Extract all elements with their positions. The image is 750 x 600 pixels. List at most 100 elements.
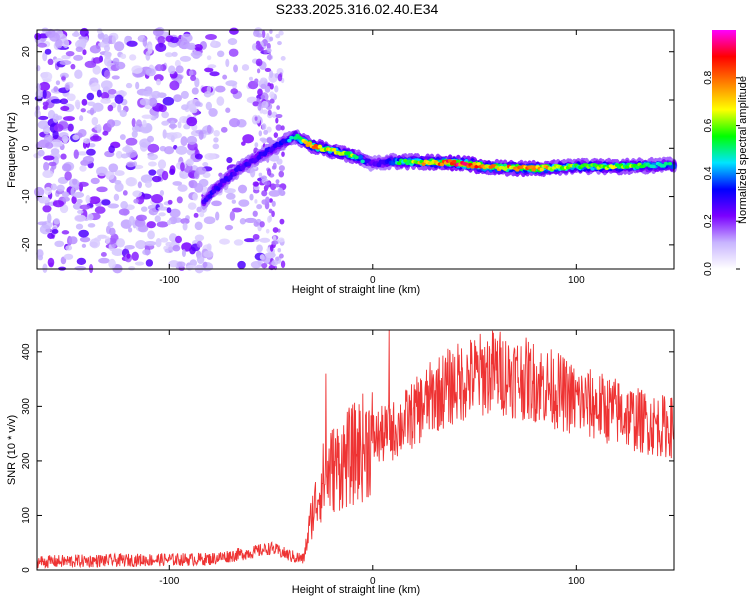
noise-blob bbox=[88, 143, 96, 148]
noise-blob bbox=[108, 145, 115, 154]
noise-blob bbox=[190, 51, 203, 58]
snr-x-label: Height of straight line (km) bbox=[292, 584, 420, 596]
colorbar-ticks: 0.0 0.2 0.4 0.6 0.8 bbox=[703, 70, 740, 276]
noise-blob bbox=[45, 142, 54, 149]
noise-blob bbox=[34, 32, 42, 41]
noise-blob bbox=[146, 135, 154, 143]
noise-blob bbox=[248, 76, 253, 81]
spectrogram-x-label: Height of straight line (km) bbox=[292, 284, 420, 296]
noise-blob bbox=[87, 223, 96, 228]
noise-blob bbox=[103, 56, 112, 67]
ridge-cell bbox=[346, 151, 351, 155]
noise-blob bbox=[90, 135, 102, 142]
noise-blob bbox=[60, 105, 70, 112]
noise-blob bbox=[120, 153, 129, 159]
noise-blob bbox=[74, 99, 81, 109]
noise-blob bbox=[274, 73, 279, 79]
noise-blob bbox=[193, 212, 199, 218]
noise-blob bbox=[261, 190, 268, 197]
noise-blob bbox=[74, 266, 87, 271]
noise-blob bbox=[145, 68, 156, 77]
ridge-cell bbox=[421, 162, 426, 166]
y-tick-label: -10 bbox=[21, 189, 32, 204]
ridge-cell bbox=[397, 161, 402, 166]
noise-blob bbox=[83, 138, 91, 144]
noise-blob bbox=[43, 125, 51, 135]
noise-blob bbox=[250, 261, 262, 269]
noise-blob bbox=[216, 50, 225, 58]
noise-blob bbox=[172, 244, 181, 252]
noise-blob bbox=[233, 64, 238, 73]
noise-blob bbox=[42, 89, 47, 99]
noise-blob bbox=[126, 161, 136, 168]
noise-blob bbox=[96, 166, 108, 177]
noise-blob bbox=[233, 239, 244, 246]
y-tick-label: 20 bbox=[21, 46, 32, 58]
noise-blob bbox=[132, 190, 143, 198]
noise-blob bbox=[38, 196, 51, 204]
noise-blob bbox=[161, 120, 170, 126]
noise-blob bbox=[188, 180, 194, 186]
noise-blob bbox=[37, 254, 44, 261]
noise-blob bbox=[75, 223, 84, 230]
noise-blob bbox=[93, 237, 102, 242]
noise-blob bbox=[39, 224, 51, 235]
noise-blob bbox=[89, 241, 98, 248]
noise-blob bbox=[116, 238, 126, 248]
noise-blob bbox=[181, 249, 186, 257]
colorbar-tick-label: 0.4 bbox=[703, 166, 714, 180]
noise-blob bbox=[137, 181, 142, 189]
noise-blob bbox=[206, 243, 212, 251]
noise-blob bbox=[182, 222, 188, 231]
noise-blob bbox=[190, 74, 197, 82]
noise-blob bbox=[37, 149, 45, 157]
noise-blob bbox=[275, 113, 283, 119]
noise-blob bbox=[81, 98, 88, 106]
noise-blob bbox=[237, 184, 248, 194]
noise-blob bbox=[259, 254, 265, 261]
noise-blob bbox=[186, 135, 198, 145]
noise-blob bbox=[257, 103, 262, 111]
noise-blob bbox=[196, 254, 205, 265]
ridge-cell bbox=[472, 162, 477, 166]
noise-blob bbox=[169, 168, 176, 176]
noise-blob bbox=[79, 115, 84, 122]
noise-blob bbox=[180, 162, 185, 172]
noise-blob bbox=[79, 27, 89, 37]
noise-blob bbox=[37, 115, 49, 120]
noise-blob bbox=[228, 48, 239, 57]
noise-blob bbox=[180, 136, 188, 147]
noise-blob bbox=[199, 211, 205, 218]
noise-blob bbox=[37, 221, 47, 226]
noise-blob bbox=[56, 184, 65, 192]
noise-blob bbox=[65, 84, 70, 91]
x-tick-label: 100 bbox=[568, 275, 585, 286]
noise-blob bbox=[75, 39, 86, 49]
ridge-cell bbox=[529, 165, 534, 169]
noise-blob bbox=[204, 152, 217, 161]
noise-blob bbox=[118, 208, 130, 216]
noise-blob bbox=[115, 150, 123, 159]
noise-blob bbox=[230, 88, 239, 95]
noise-blob bbox=[106, 119, 116, 128]
noise-blob bbox=[62, 38, 70, 49]
noise-blob bbox=[156, 221, 169, 228]
noise-blob bbox=[261, 262, 268, 269]
noise-blob bbox=[113, 193, 120, 201]
noise-blob bbox=[220, 126, 228, 133]
noise-blob bbox=[192, 193, 198, 201]
noise-blob bbox=[261, 30, 266, 38]
noise-blob bbox=[59, 60, 72, 66]
noise-blob bbox=[275, 117, 279, 124]
noise-blob bbox=[94, 206, 106, 214]
noise-blob bbox=[225, 80, 238, 87]
noise-blob bbox=[59, 98, 69, 105]
noise-blob bbox=[194, 77, 200, 88]
noise-blob bbox=[203, 91, 212, 98]
noise-blob bbox=[228, 118, 241, 128]
colorbar-label: Normalized spectral amplitude bbox=[737, 76, 749, 224]
noise-blob bbox=[117, 103, 122, 113]
noise-blob bbox=[261, 123, 267, 130]
noise-blob bbox=[203, 216, 216, 225]
noise-blob bbox=[147, 161, 157, 167]
